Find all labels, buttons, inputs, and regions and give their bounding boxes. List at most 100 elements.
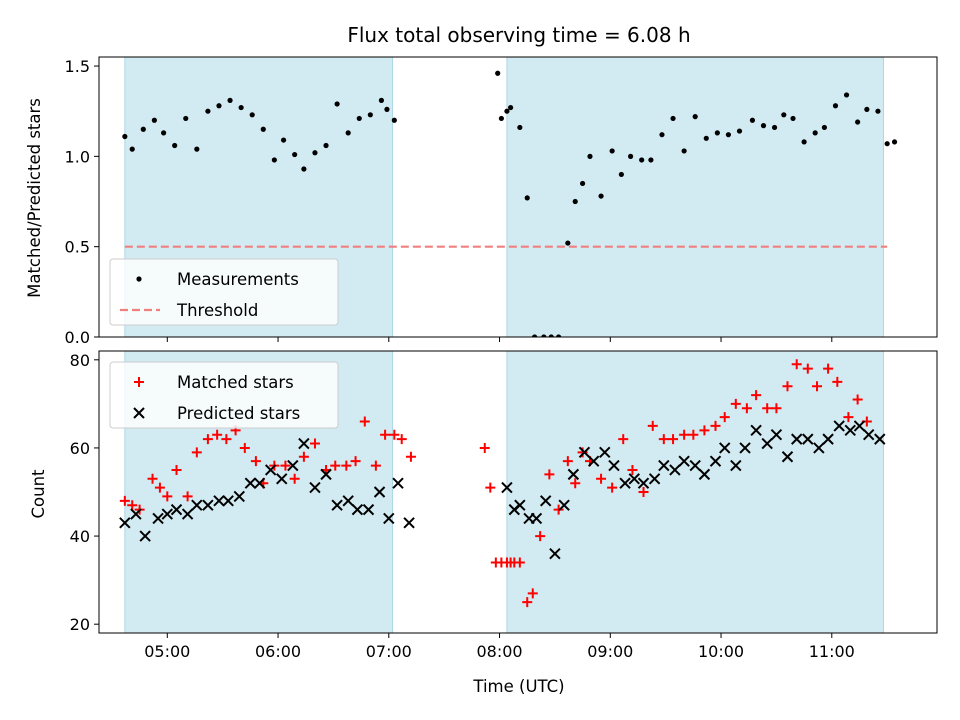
data-point	[309, 481, 321, 494]
x-tick-label: 06:00	[255, 642, 301, 661]
data-point	[350, 456, 361, 467]
data-point	[194, 146, 200, 152]
data-point	[161, 508, 174, 520]
data-point	[320, 468, 332, 481]
data-point	[514, 557, 525, 568]
data-point	[139, 530, 151, 542]
data-point	[514, 499, 526, 511]
data-point	[864, 106, 870, 112]
data-point	[183, 115, 189, 122]
legend-box	[109, 361, 339, 429]
data-point	[162, 491, 173, 502]
data-point	[170, 503, 183, 516]
legend-marker	[134, 377, 144, 387]
data-point	[216, 103, 222, 109]
data-point	[517, 124, 523, 131]
data-point	[396, 434, 407, 445]
data-point	[532, 334, 538, 337]
data-point	[549, 547, 561, 560]
data-point	[791, 359, 802, 370]
data-point	[692, 114, 698, 120]
y-tick-label: 60	[70, 439, 90, 458]
data-point	[791, 433, 803, 445]
x-tick-label: 05:00	[144, 642, 190, 661]
data-point	[760, 123, 767, 129]
legend-label: Matched stars	[177, 373, 294, 392]
data-point	[812, 130, 818, 136]
data-point	[191, 447, 202, 458]
data-point	[389, 429, 400, 440]
y-tick-label: 1.5	[65, 57, 90, 76]
data-point	[244, 477, 257, 489]
data-point	[238, 104, 244, 111]
data-point	[801, 139, 807, 145]
data-point	[751, 390, 762, 401]
data-point	[205, 108, 211, 114]
data-point	[678, 455, 690, 467]
data-point	[698, 468, 711, 481]
data-point	[862, 429, 875, 441]
data-point	[403, 517, 415, 529]
data-point	[668, 434, 679, 445]
data-point	[761, 437, 773, 450]
data-point	[260, 126, 266, 132]
legend-label: Measurements	[177, 270, 299, 289]
data-point	[689, 459, 701, 472]
data-point	[802, 433, 814, 445]
data-point	[202, 499, 214, 511]
data-point	[648, 157, 654, 163]
data-point	[852, 394, 863, 405]
legend-box	[109, 258, 339, 326]
data-point	[380, 429, 391, 440]
data-point	[618, 171, 624, 178]
y-axis-label-top: Matched/Predicted stars	[25, 98, 44, 298]
shaded-interval	[506, 56, 884, 338]
axes-frame	[98, 350, 938, 634]
data-point	[172, 142, 178, 149]
data-point	[233, 490, 245, 503]
data-point	[544, 469, 555, 480]
data-point	[771, 403, 782, 414]
data-point	[781, 112, 787, 118]
data-point	[736, 128, 743, 134]
data-point	[213, 495, 225, 507]
data-point	[572, 198, 578, 205]
data-point	[609, 148, 615, 154]
data-point	[833, 420, 845, 432]
data-point	[129, 146, 135, 152]
data-point	[119, 517, 131, 529]
data-point	[627, 153, 634, 159]
data-point	[276, 473, 288, 485]
data-point	[648, 473, 661, 485]
y-axis-label-bottom: Count	[29, 469, 48, 519]
data-point	[770, 429, 783, 441]
data-point	[714, 130, 720, 136]
data-point	[221, 434, 232, 445]
data-point	[530, 512, 543, 525]
data-point	[658, 459, 670, 472]
data-point	[280, 137, 287, 143]
data-point	[548, 334, 554, 337]
data-point	[565, 240, 571, 246]
data-point	[855, 119, 861, 125]
data-point	[367, 112, 373, 118]
data-point	[253, 477, 266, 489]
data-point	[504, 108, 510, 114]
x-tick-label: 07:00	[366, 642, 412, 661]
data-point	[658, 434, 669, 445]
data-point	[844, 424, 856, 437]
data-point	[535, 531, 546, 542]
data-point	[822, 433, 834, 445]
data-point	[813, 442, 825, 454]
data-point	[587, 455, 600, 467]
data-point	[479, 442, 490, 453]
data-point	[152, 512, 164, 525]
data-point	[558, 499, 570, 511]
data-point	[362, 503, 375, 516]
data-point	[250, 456, 261, 467]
data-point	[598, 193, 604, 199]
chart-title: Flux total observing time = 6.08 h	[347, 23, 690, 47]
data-point	[710, 420, 721, 431]
data-point	[508, 104, 514, 111]
